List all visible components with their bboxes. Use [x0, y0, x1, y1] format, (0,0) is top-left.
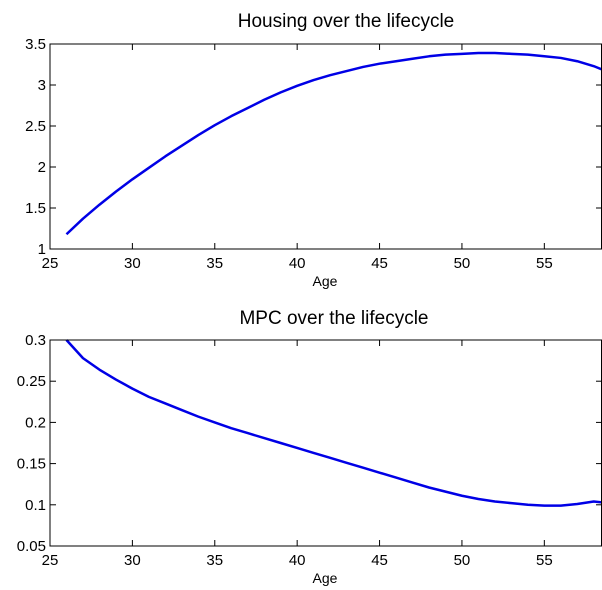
- x-tick-label: 55: [536, 552, 553, 569]
- y-tick-label: 0.2: [25, 414, 46, 431]
- x-tick-label: 45: [371, 552, 388, 569]
- x-tick-label: 25: [42, 552, 59, 569]
- x-tick-label: 40: [289, 552, 306, 569]
- x-tick-label: 35: [206, 255, 223, 272]
- y-tick-label: 3.5: [25, 36, 46, 53]
- x-tick-label: 30: [124, 552, 141, 569]
- x-tick-label: 50: [454, 552, 471, 569]
- x-axis-label: Age: [313, 570, 338, 586]
- y-tick-label: 2: [38, 159, 46, 176]
- series-line: [65, 339, 602, 507]
- x-axis-label: Age: [313, 273, 338, 289]
- y-tick-label: 0.15: [17, 456, 46, 473]
- y-tick-label: 2.5: [25, 118, 46, 135]
- y-tick-label: 1: [38, 241, 46, 258]
- x-axis: 25 30 35 40 45 50 55: [42, 44, 553, 272]
- chart-title: MPC over the lifecycle: [239, 308, 428, 329]
- y-axis: 0.05 0.1 0.15 0.2 0.25 0.3: [17, 332, 602, 555]
- y-axis: 1 1.5 2 2.5 3 3.5: [25, 36, 602, 258]
- mpc-chart: MPC over the lifecycle 0.05 0.1 0.15 0.2 0.2…: [17, 308, 602, 586]
- y-tick-label: 0.25: [17, 373, 46, 390]
- x-tick-label: 55: [536, 255, 553, 272]
- series-line: [65, 51, 602, 236]
- y-tick-label: 1.5: [25, 200, 46, 217]
- y-tick-label: 0.3: [25, 332, 46, 349]
- x-tick-label: 25: [42, 255, 59, 272]
- y-tick-label: 0.05: [17, 538, 46, 555]
- x-tick-label: 35: [206, 552, 223, 569]
- x-tick-label: 40: [289, 255, 306, 272]
- x-tick-label: 45: [371, 255, 388, 272]
- x-tick-label: 30: [124, 255, 141, 272]
- x-tick-label: 50: [454, 255, 471, 272]
- y-tick-label: 0.1: [25, 497, 46, 514]
- chart-title: Housing over the lifecycle: [238, 11, 455, 32]
- y-tick-label: 3: [38, 77, 46, 94]
